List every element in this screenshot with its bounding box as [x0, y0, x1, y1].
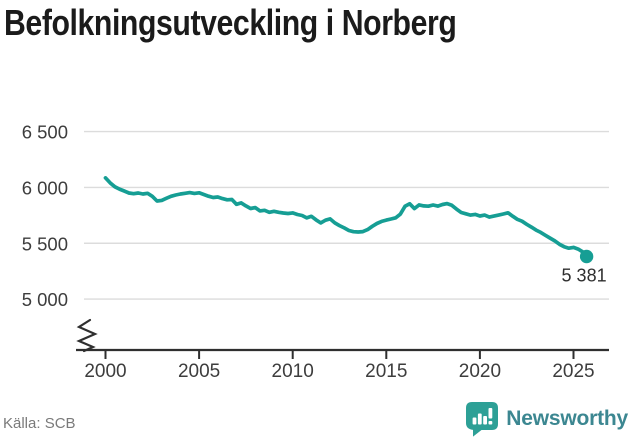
- x-tick-label: 2005: [178, 361, 220, 382]
- y-tick-label: 5 000: [22, 289, 68, 310]
- population-line: [103, 176, 589, 259]
- chart-title: Befolkningsutveckling i Norberg: [4, 2, 457, 43]
- newsworthy-bubble-chart-icon: [466, 402, 499, 437]
- y-tick-label: 6 000: [22, 177, 68, 198]
- newsworthy-logo: Newsworthy: [465, 401, 628, 437]
- x-tick-label: 2000: [84, 361, 126, 382]
- x-tick-label: 2015: [365, 361, 407, 382]
- x-tick-label: 2020: [459, 361, 501, 382]
- source-label: Källa: SCB: [3, 415, 76, 432]
- x-tick-label: 2010: [272, 361, 314, 382]
- y-tick-label: 5 500: [22, 233, 68, 254]
- axis-break-icon: [76, 318, 98, 353]
- x-tick-label: 2025: [552, 361, 594, 382]
- end-point-marker: [579, 249, 594, 264]
- newsworthy-wordmark: Newsworthy: [506, 407, 628, 430]
- end-point-label: 5 381: [562, 266, 607, 286]
- y-tick-label: 6 500: [22, 122, 68, 143]
